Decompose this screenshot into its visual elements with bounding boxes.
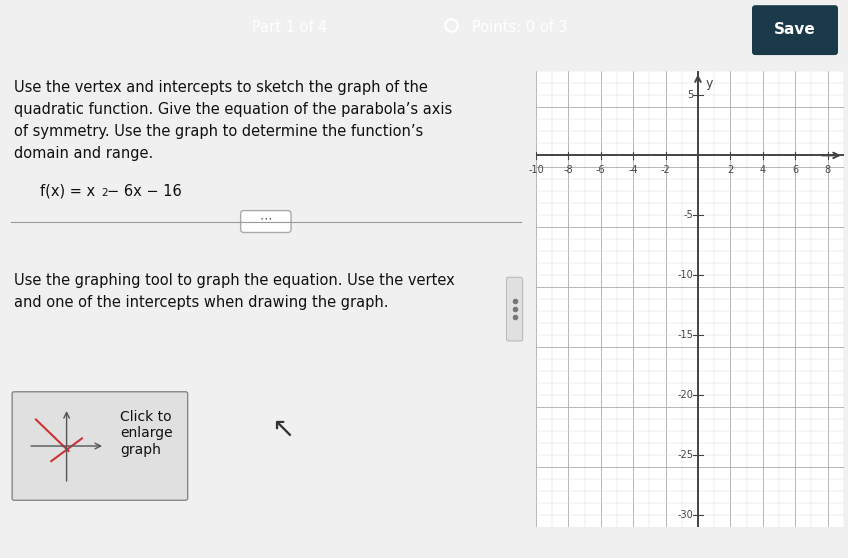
Circle shape [511, 298, 517, 304]
Circle shape [511, 314, 517, 320]
Text: Use the graphing tool to graph the equation. Use the vertex: Use the graphing tool to graph the equat… [14, 273, 455, 288]
FancyBboxPatch shape [752, 5, 838, 55]
Text: Points: 0 of 3: Points: 0 of 3 [472, 20, 567, 35]
Text: Save: Save [774, 22, 816, 37]
Text: 2: 2 [728, 165, 734, 175]
Text: domain and range.: domain and range. [14, 146, 153, 161]
Text: Part 1 of 4: Part 1 of 4 [253, 20, 327, 35]
FancyBboxPatch shape [241, 210, 291, 233]
FancyBboxPatch shape [12, 392, 187, 501]
Text: -6: -6 [596, 165, 605, 175]
Text: -20: -20 [678, 391, 693, 400]
Text: 8: 8 [824, 165, 831, 175]
Text: 4: 4 [760, 165, 766, 175]
Text: -4: -4 [628, 165, 638, 175]
Text: -2: -2 [661, 165, 671, 175]
Text: f(x) = x: f(x) = x [41, 184, 96, 199]
FancyBboxPatch shape [506, 277, 522, 341]
Text: ↖: ↖ [271, 415, 294, 442]
Text: -10: -10 [528, 165, 544, 175]
Text: of symmetry. Use the graph to determine the function’s: of symmetry. Use the graph to determine … [14, 124, 423, 139]
Text: 6: 6 [792, 165, 798, 175]
Text: ⋯: ⋯ [259, 212, 272, 225]
Text: -5: -5 [683, 210, 693, 220]
Text: -15: -15 [678, 330, 693, 340]
Text: 2: 2 [101, 187, 108, 198]
Text: -8: -8 [564, 165, 573, 175]
Text: y: y [706, 78, 713, 90]
Text: Click to
enlarge
graph: Click to enlarge graph [120, 410, 173, 456]
Text: -25: -25 [677, 450, 693, 460]
Text: -10: -10 [678, 271, 693, 280]
Text: Use the vertex and intercepts to sketch the graph of the: Use the vertex and intercepts to sketch … [14, 80, 428, 95]
Text: − 6x − 16: − 6x − 16 [107, 184, 181, 199]
Text: quadratic function. Give the equation of the parabola’s axis: quadratic function. Give the equation of… [14, 102, 452, 117]
Circle shape [511, 306, 517, 312]
Text: and one of the intercepts when drawing the graph.: and one of the intercepts when drawing t… [14, 295, 388, 310]
Text: -30: -30 [678, 511, 693, 520]
Text: 5: 5 [687, 90, 693, 100]
